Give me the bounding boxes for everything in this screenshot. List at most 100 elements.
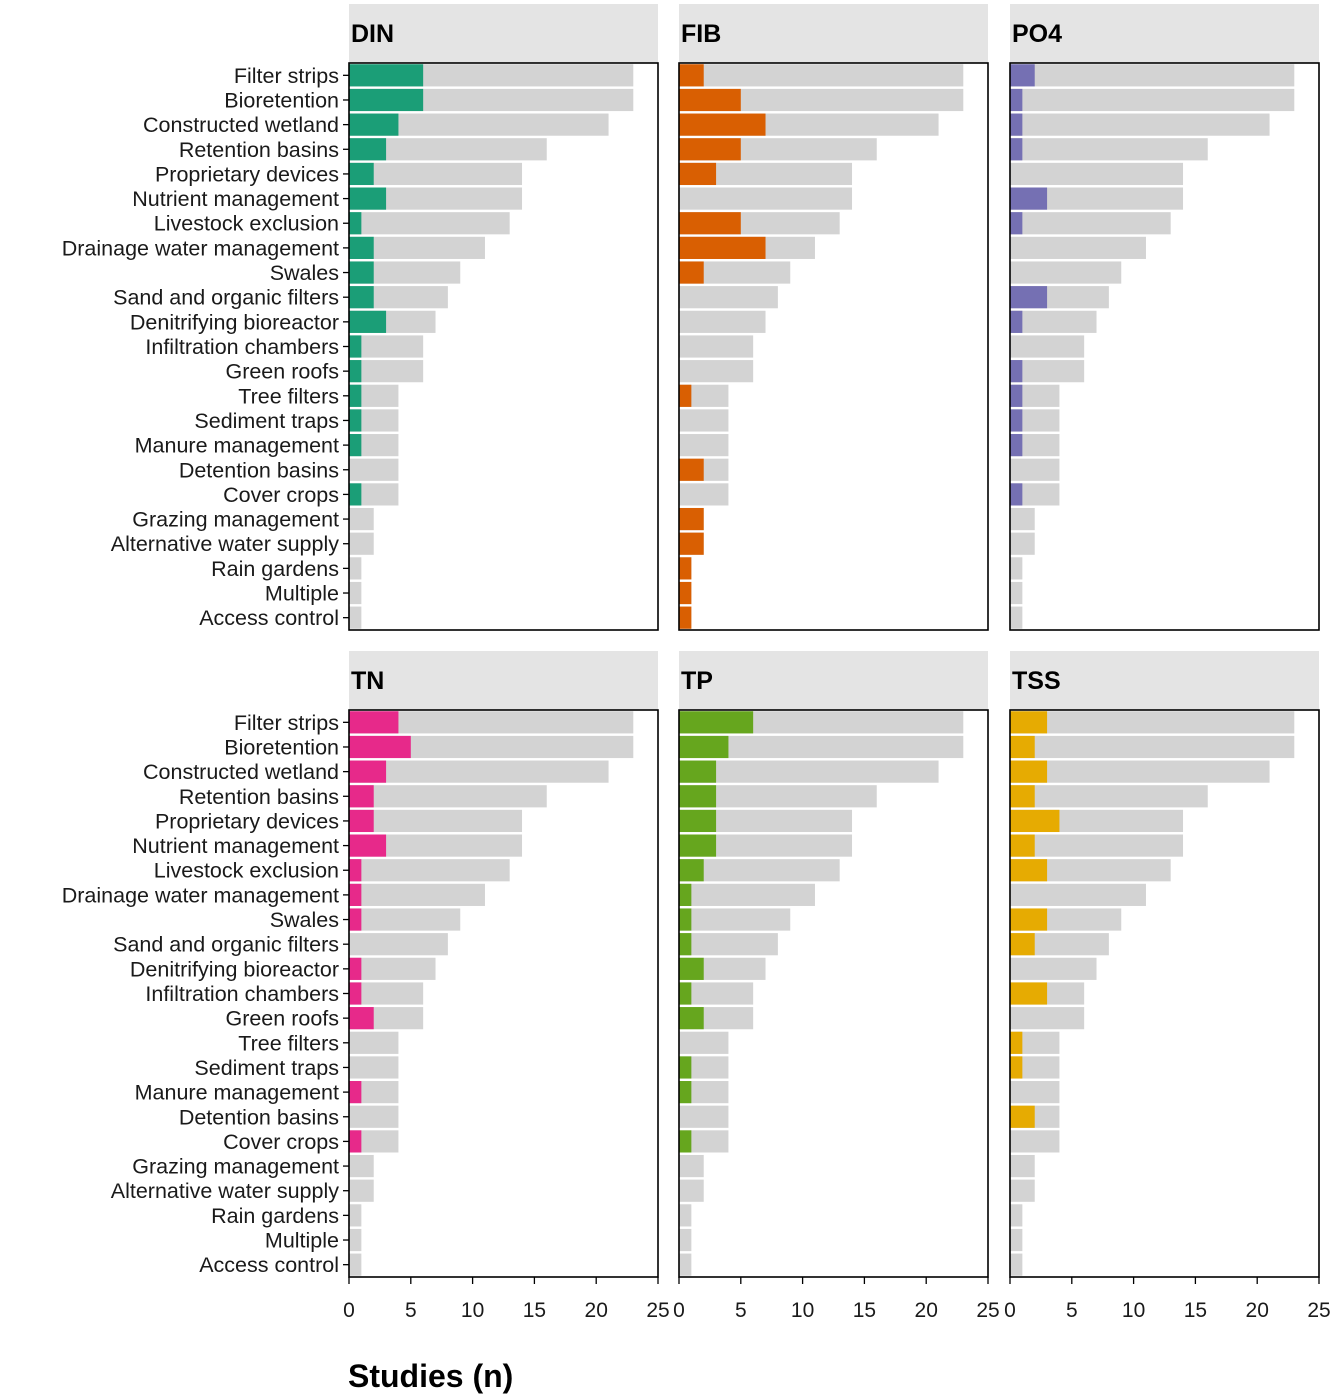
category-label: Multiple: [265, 1229, 339, 1253]
bar-total-tree-filters: [349, 1031, 399, 1054]
category-label: Sand and organic filters: [113, 286, 339, 310]
bar-total-rain-gardens: [349, 1204, 362, 1227]
bar-total-drainage-water-management: [1010, 883, 1146, 906]
category-label: Green roofs: [225, 360, 339, 384]
bar-total-access-control: [1010, 606, 1023, 629]
bar-din-swales: [349, 261, 374, 284]
bar-total-grazing-management: [1010, 507, 1035, 531]
bar-total-cover-crops: [679, 483, 729, 506]
facet-title: FIB: [681, 20, 721, 48]
bar-total-bioretention: [1010, 735, 1295, 759]
x-tick-label: 10: [1122, 1299, 1145, 1322]
category-label: Alternative water supply: [111, 532, 339, 556]
bar-total-bioretention: [679, 735, 964, 759]
panel-frame: [1009, 709, 1320, 1278]
bar-total-drainage-water-management: [679, 883, 815, 906]
bar-tss-detention-basins: [1010, 1105, 1035, 1128]
bar-tn-filter-strips: [349, 711, 399, 734]
bar-total-multiple: [349, 1228, 362, 1252]
category-label: Grazing management: [132, 508, 339, 532]
bar-tp-retention-basins: [679, 785, 717, 808]
bar-total-access-control: [349, 1253, 362, 1276]
bar-total-proprietary-devices: [349, 162, 523, 186]
bar-fib-proprietary-devices: [679, 162, 717, 186]
bar-tn-nutrient-management: [349, 834, 387, 857]
bar-total-constructed-wetland: [349, 760, 609, 783]
bar-tn-infiltration-chambers: [349, 982, 362, 1005]
bar-tss-nutrient-management: [1010, 834, 1035, 857]
bar-total-swales: [349, 261, 461, 284]
category-label: Proprietary devices: [155, 809, 339, 833]
bar-total-constructed-wetland: [349, 113, 609, 136]
bar-tss-swales: [1010, 908, 1048, 931]
facet-strip: [679, 4, 988, 63]
bar-tn-retention-basins: [349, 785, 374, 808]
bar-din-nutrient-management: [349, 187, 387, 210]
category-label: Multiple: [265, 582, 339, 606]
panel-frame: [348, 709, 659, 1278]
category-label: Sediment traps: [194, 409, 339, 433]
bar-total-filter-strips: [1010, 711, 1295, 734]
bar-total-access-control: [679, 1253, 692, 1276]
bar-tp-bioretention: [679, 735, 729, 759]
bar-fib-alternative-water-supply: [679, 532, 704, 555]
bar-fib-swales: [679, 261, 704, 284]
bar-tn-cover-crops: [349, 1130, 362, 1153]
bar-tn-bioretention: [349, 735, 411, 759]
x-tick-label: 0: [343, 1299, 355, 1322]
bar-po4-green-roofs: [1010, 360, 1023, 383]
bar-tss-infiltration-chambers: [1010, 982, 1048, 1005]
x-tick-label: 5: [735, 1299, 747, 1322]
category-label: Green roofs: [225, 1007, 339, 1031]
bar-din-constructed-wetland: [349, 113, 399, 136]
bar-total-drainage-water-management: [1010, 236, 1146, 259]
bar-tp-infiltration-chambers: [679, 982, 692, 1005]
bar-total-green-roofs: [1010, 360, 1085, 383]
bar-total-drainage-water-management: [349, 883, 485, 906]
bar-total-retention-basins: [1010, 138, 1208, 161]
panel-frame: [678, 709, 989, 1278]
bar-total-grazing-management: [1010, 1154, 1035, 1178]
bar-total-grazing-management: [679, 1154, 704, 1178]
facet-title: TN: [351, 667, 384, 695]
category-label: Drainage water management: [62, 236, 339, 260]
category-label: Filter strips: [234, 711, 339, 735]
bar-total-green-roofs: [349, 360, 424, 383]
category-label: Denitrifying bioreactor: [130, 957, 339, 981]
x-tick-label: 0: [1004, 1299, 1016, 1322]
bar-po4-nutrient-management: [1010, 187, 1048, 210]
category-label: Manure management: [135, 1081, 339, 1105]
bar-din-manure-management: [349, 434, 362, 457]
category-label: Infiltration chambers: [145, 335, 339, 359]
bar-total-manure-management: [679, 434, 729, 457]
x-tick-label: 10: [791, 1299, 814, 1322]
bar-total-livestock-exclusion: [679, 859, 840, 882]
category-label: Rain gardens: [211, 1204, 339, 1228]
bar-tss-sand-and-organic-filters: [1010, 933, 1035, 956]
category-label: Livestock exclusion: [154, 212, 339, 236]
bar-total-swales: [679, 908, 791, 931]
bar-total-sediment-traps: [349, 1056, 399, 1079]
bar-din-infiltration-chambers: [349, 335, 362, 358]
bar-po4-sediment-traps: [1010, 409, 1023, 432]
bar-tss-retention-basins: [1010, 785, 1035, 808]
bar-total-sand-and-organic-filters: [679, 933, 778, 956]
bar-tss-sediment-traps: [1010, 1056, 1023, 1079]
bar-total-denitrifying-bioreactor: [1010, 957, 1097, 980]
bar-total-rain-gardens: [1010, 1204, 1023, 1227]
bar-total-proprietary-devices: [1010, 162, 1184, 186]
bar-din-green-roofs: [349, 360, 362, 383]
bar-total-infiltration-chambers: [349, 982, 424, 1005]
bar-total-multiple: [1010, 1228, 1023, 1252]
bar-total-rain-gardens: [349, 557, 362, 580]
bar-total-nutrient-management: [1010, 834, 1184, 857]
x-tick-label: 10: [461, 1299, 484, 1322]
category-label: Sand and organic filters: [113, 933, 339, 957]
category-label: Constructed wetland: [143, 760, 339, 784]
bar-tp-cover-crops: [679, 1130, 692, 1153]
bar-total-sand-and-organic-filters: [679, 286, 778, 309]
bar-total-alternative-water-supply: [349, 532, 374, 555]
